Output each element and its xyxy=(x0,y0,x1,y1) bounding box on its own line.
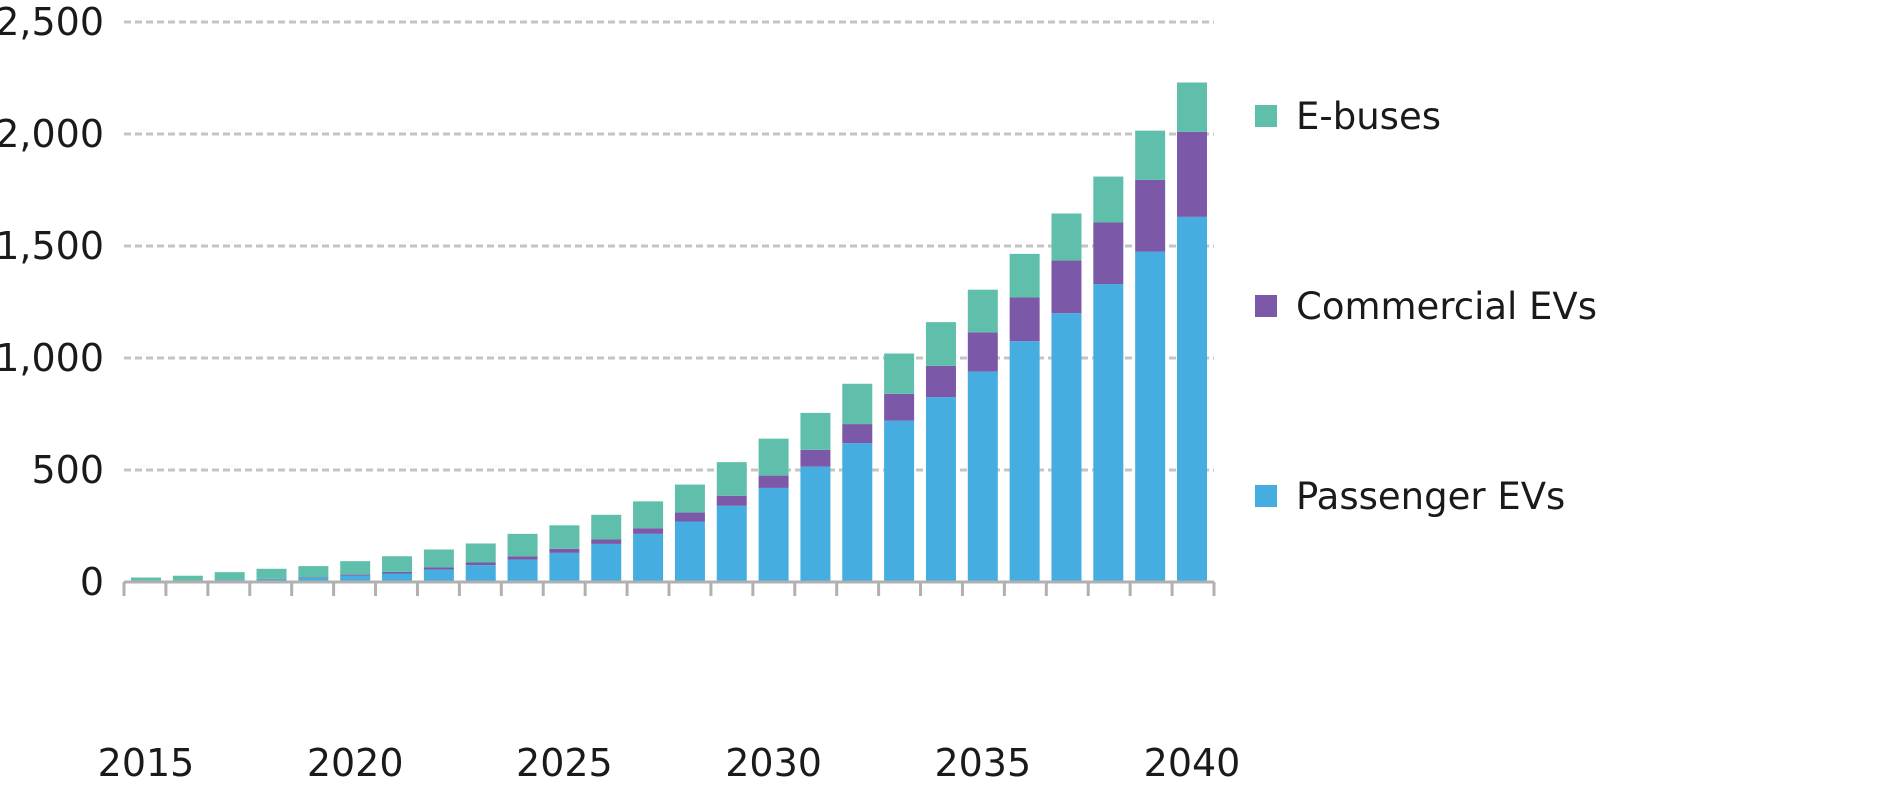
bar-e-buses-2031 xyxy=(800,412,831,450)
bar-commercial-evs-2033 xyxy=(884,393,915,421)
bar-commercial-evs-2027 xyxy=(633,528,664,534)
bar-e-buses-2025 xyxy=(549,525,580,549)
bar-commercial-evs-2026 xyxy=(591,539,622,544)
bar-commercial-evs-2028 xyxy=(674,512,705,522)
bar-e-buses-2030 xyxy=(758,438,789,476)
bar-passenger-evs-2038 xyxy=(1093,284,1124,582)
bar-commercial-evs-2032 xyxy=(842,424,873,444)
bar-e-buses-2027 xyxy=(633,501,664,529)
bar-passenger-evs-2040 xyxy=(1177,216,1207,582)
bar-passenger-evs-2037 xyxy=(1051,313,1082,582)
bar-e-buses-2018 xyxy=(256,568,287,579)
bar-e-buses-2026 xyxy=(591,514,622,540)
bar-e-buses-2028 xyxy=(674,484,705,513)
bar-commercial-evs-2023 xyxy=(465,562,496,566)
bar-e-buses-2036 xyxy=(1009,253,1040,298)
bar-commercial-evs-2040 xyxy=(1177,131,1207,217)
bar-commercial-evs-2029 xyxy=(716,495,747,506)
legend-swatch-passenger-evs xyxy=(1255,485,1277,507)
bar-commercial-evs-2019 xyxy=(298,577,329,578)
x-tick-label: 2030 xyxy=(725,741,822,785)
bar-passenger-evs-2031 xyxy=(800,466,831,582)
bar-passenger-evs-2030 xyxy=(758,487,789,582)
bar-e-buses-2038 xyxy=(1093,176,1124,223)
legend-label-commercial-evs: Commercial EVs xyxy=(1296,285,1597,328)
bar-commercial-evs-2020 xyxy=(340,574,371,576)
bar-passenger-evs-2026 xyxy=(591,543,622,582)
bar-passenger-evs-2034 xyxy=(925,397,956,582)
y-tick-label: 1,000 xyxy=(0,336,104,380)
bar-e-buses-2032 xyxy=(842,383,873,425)
bar-passenger-evs-2023 xyxy=(465,565,496,582)
bar-e-buses-2017 xyxy=(214,572,245,580)
bar-e-buses-2015 xyxy=(131,577,161,582)
bar-commercial-evs-2039 xyxy=(1135,179,1166,252)
y-tick-label: 0 xyxy=(80,560,104,604)
y-tick-label: 1,500 xyxy=(0,224,104,268)
bar-passenger-evs-2033 xyxy=(884,420,915,582)
x-tick-label: 2025 xyxy=(516,741,613,785)
legend-swatch-commercial-evs xyxy=(1255,295,1277,317)
bar-passenger-evs-2022 xyxy=(423,569,454,582)
y-tick-label: 2,500 xyxy=(0,0,104,44)
gridlines xyxy=(124,20,1214,472)
bar-commercial-evs-2034 xyxy=(925,365,956,398)
bar-passenger-evs-2029 xyxy=(716,505,747,582)
bar-e-buses-2024 xyxy=(507,533,538,557)
bar-e-buses-2029 xyxy=(716,462,747,496)
bar-passenger-evs-2036 xyxy=(1009,341,1040,582)
bar-e-buses-2016 xyxy=(172,575,203,581)
bar-e-buses-2033 xyxy=(884,353,915,394)
bar-e-buses-2019 xyxy=(298,566,329,578)
bar-e-buses-2035 xyxy=(967,289,998,333)
bar-e-buses-2022 xyxy=(423,549,454,568)
bar-commercial-evs-2022 xyxy=(423,567,454,570)
bar-passenger-evs-2039 xyxy=(1135,251,1166,582)
bar-e-buses-2021 xyxy=(382,556,413,572)
legend-swatch-e-buses xyxy=(1255,105,1277,127)
bar-e-buses-2040 xyxy=(1177,82,1207,132)
bar-commercial-evs-2030 xyxy=(758,475,789,488)
bar-commercial-evs-2038 xyxy=(1093,222,1124,285)
bar-passenger-evs-2035 xyxy=(967,371,998,582)
bar-passenger-evs-2020 xyxy=(340,575,371,582)
bar-passenger-evs-2019 xyxy=(298,577,329,582)
x-tick-label: 2015 xyxy=(98,741,195,785)
bar-commercial-evs-2024 xyxy=(507,556,538,560)
bar-passenger-evs-2032 xyxy=(842,443,873,582)
legend: E-buses Commercial EVs Passenger EVs xyxy=(1255,95,1597,518)
legend-label-e-buses: E-buses xyxy=(1296,95,1441,138)
x-axis-tick-labels: 2015 2020 2025 2030 2035 2040 xyxy=(98,741,1241,785)
legend-label-passenger-evs: Passenger EVs xyxy=(1296,475,1565,518)
x-tick-label: 2020 xyxy=(307,741,404,785)
bars xyxy=(131,82,1207,582)
bar-passenger-evs-2025 xyxy=(549,552,580,582)
bar-commercial-evs-2036 xyxy=(1009,297,1040,342)
bar-commercial-evs-2021 xyxy=(382,571,413,574)
bar-passenger-evs-2021 xyxy=(382,573,413,582)
bar-commercial-evs-2035 xyxy=(967,332,998,372)
bar-e-buses-2039 xyxy=(1135,130,1166,180)
bar-e-buses-2020 xyxy=(340,561,371,575)
y-tick-label: 2,000 xyxy=(0,112,104,156)
bar-e-buses-2034 xyxy=(925,322,956,366)
bar-commercial-evs-2037 xyxy=(1051,260,1082,314)
y-tick-label: 500 xyxy=(31,448,104,492)
bar-passenger-evs-2028 xyxy=(674,521,705,582)
x-tick-label: 2035 xyxy=(934,741,1031,785)
x-axis xyxy=(122,580,1216,596)
bar-passenger-evs-2027 xyxy=(633,533,664,582)
bar-passenger-evs-2024 xyxy=(507,559,538,582)
bar-commercial-evs-2025 xyxy=(549,548,580,553)
bar-commercial-evs-2031 xyxy=(800,449,831,467)
x-tick-label: 2040 xyxy=(1144,741,1241,785)
y-axis-tick-labels: 0 500 1,000 1,500 2,000 2,500 xyxy=(0,0,104,604)
bar-e-buses-2037 xyxy=(1051,213,1082,261)
bar-e-buses-2023 xyxy=(465,543,496,563)
